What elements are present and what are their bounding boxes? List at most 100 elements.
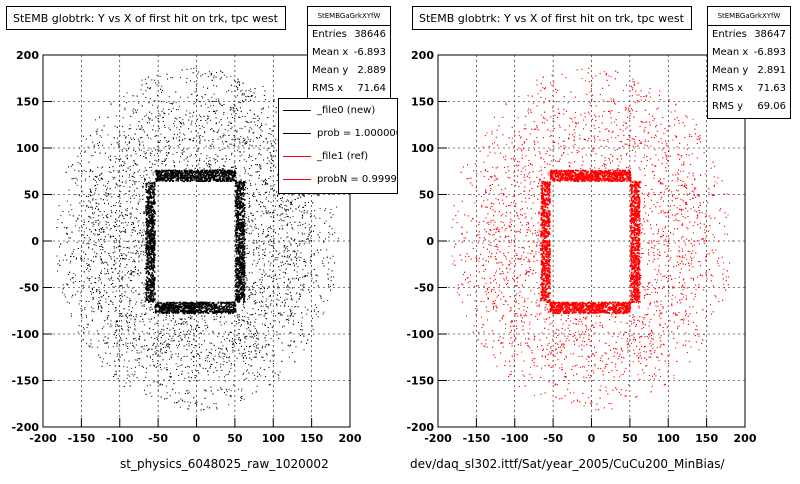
data-point	[290, 202, 291, 203]
data-point	[263, 270, 264, 271]
data-point	[136, 188, 137, 189]
data-point	[330, 290, 331, 291]
data-point	[266, 180, 267, 181]
data-point	[221, 105, 222, 106]
data-point	[134, 190, 135, 191]
data-point	[139, 336, 140, 337]
data-point	[83, 136, 84, 137]
data-point	[123, 227, 124, 228]
data-point	[89, 176, 90, 177]
data-point	[133, 292, 134, 293]
data-point	[134, 217, 135, 218]
data-point	[125, 315, 126, 316]
data-point	[144, 390, 145, 391]
data-point	[142, 331, 143, 332]
data-point	[257, 386, 258, 387]
data-point	[86, 315, 87, 316]
data-point	[137, 96, 138, 97]
data-point	[216, 110, 217, 111]
data-point	[164, 398, 165, 399]
data-point	[83, 339, 84, 340]
data-point	[111, 326, 112, 327]
data-point	[69, 272, 70, 273]
data-point	[159, 313, 160, 314]
data-point	[180, 338, 181, 339]
data-point	[139, 144, 140, 145]
data-point	[134, 177, 135, 178]
data-point	[287, 286, 288, 287]
data-point	[157, 360, 158, 361]
data-point	[278, 286, 279, 287]
data-point	[146, 372, 147, 373]
data-point	[164, 342, 165, 343]
data-point	[144, 340, 145, 341]
data-point	[250, 141, 251, 142]
data-point	[122, 166, 123, 167]
data-point	[317, 275, 318, 276]
data-point	[254, 226, 255, 227]
data-point	[255, 158, 256, 159]
data-point	[249, 198, 250, 199]
data-point	[260, 129, 261, 130]
data-point	[253, 283, 254, 284]
data-point	[157, 107, 158, 108]
data-point	[81, 258, 82, 259]
data-point	[312, 278, 313, 279]
data-point	[184, 401, 185, 402]
data-point	[220, 387, 221, 388]
data-point	[151, 79, 152, 80]
data-point	[199, 115, 200, 116]
data-point	[255, 184, 256, 185]
data-point	[248, 139, 249, 140]
data-point	[242, 90, 243, 91]
data-point	[259, 245, 260, 246]
data-point	[227, 130, 228, 131]
data-point	[124, 308, 125, 309]
data-point	[129, 191, 130, 192]
data-point	[214, 319, 215, 320]
data-point	[126, 102, 127, 103]
data-point	[121, 255, 122, 256]
data-point	[98, 333, 99, 334]
data-point	[93, 256, 94, 257]
data-point	[328, 278, 329, 279]
data-point	[237, 317, 238, 318]
data-point	[242, 310, 243, 311]
data-point	[189, 405, 190, 406]
data-point	[93, 224, 94, 225]
data-point	[104, 273, 105, 274]
data-point	[278, 241, 279, 242]
data-point	[271, 300, 272, 301]
data-point	[152, 164, 153, 165]
data-point	[203, 87, 204, 88]
data-point	[166, 398, 167, 399]
data-point	[111, 196, 112, 197]
data-point	[150, 181, 151, 182]
data-point	[249, 354, 250, 355]
data-point	[209, 71, 210, 72]
data-point	[224, 316, 225, 317]
data-point	[194, 319, 195, 320]
data-point	[109, 255, 110, 256]
data-point	[131, 155, 132, 156]
data-point	[291, 295, 292, 296]
data-point	[245, 90, 246, 91]
data-point	[63, 284, 64, 285]
data-point	[140, 251, 141, 252]
data-point	[111, 206, 112, 207]
data-point	[160, 115, 161, 116]
data-point	[265, 340, 266, 341]
data-point	[88, 243, 89, 244]
data-point	[243, 333, 244, 334]
data-point	[305, 202, 306, 203]
data-point	[145, 97, 146, 98]
data-point	[252, 393, 253, 394]
data-point	[212, 97, 213, 98]
data-point	[134, 319, 135, 320]
data-point	[116, 337, 117, 338]
data-point	[63, 288, 64, 289]
data-point	[207, 407, 208, 408]
data-point	[248, 364, 249, 365]
data-point	[321, 298, 322, 299]
data-point	[91, 283, 92, 284]
